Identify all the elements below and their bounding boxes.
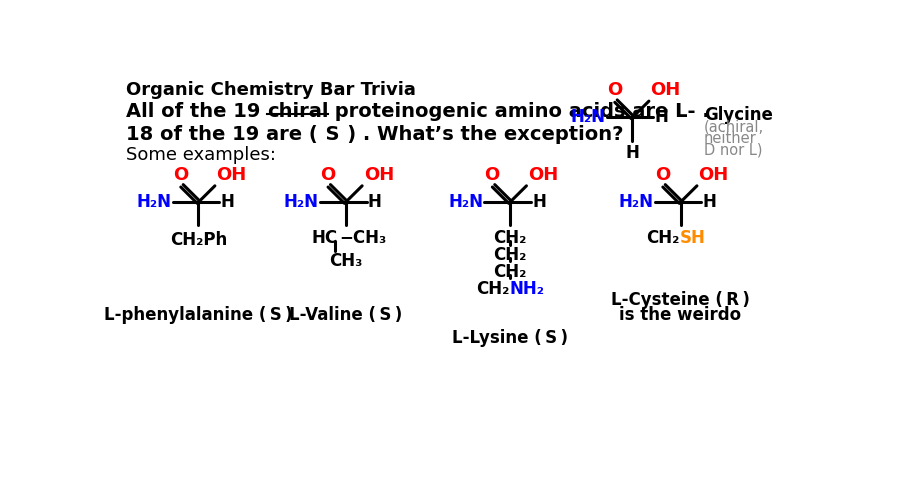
- Text: Some examples:: Some examples:: [126, 146, 275, 164]
- Text: H₂N: H₂N: [619, 193, 654, 211]
- Text: (achiral,: (achiral,: [704, 119, 764, 134]
- Text: O: O: [485, 165, 499, 183]
- Text: H₂N: H₂N: [448, 193, 483, 211]
- Text: chiral: chiral: [267, 102, 329, 121]
- Text: CH₂: CH₂: [493, 246, 527, 264]
- Text: L-Cysteine ( R ): L-Cysteine ( R ): [611, 291, 750, 309]
- Text: is the weirdo: is the weirdo: [620, 306, 742, 324]
- Text: H: H: [368, 193, 382, 211]
- Text: O: O: [607, 81, 622, 99]
- Text: Glycine: Glycine: [704, 106, 773, 124]
- Text: O: O: [655, 165, 670, 183]
- Text: L-Lysine ( S ): L-Lysine ( S ): [452, 329, 568, 347]
- Text: SH: SH: [679, 229, 706, 247]
- Text: Organic Chemistry Bar Trivia: Organic Chemistry Bar Trivia: [126, 81, 416, 98]
- Text: OH: OH: [364, 165, 394, 183]
- Text: proteinogenic amino acids are L- .: proteinogenic amino acids are L- .: [329, 102, 710, 121]
- Text: H: H: [532, 193, 546, 211]
- Text: H₂N: H₂N: [284, 193, 319, 211]
- Text: H₂N: H₂N: [137, 193, 172, 211]
- Text: H: H: [655, 108, 668, 127]
- Text: neither: neither: [704, 131, 756, 146]
- Text: H₂N: H₂N: [571, 108, 606, 127]
- Text: H: H: [220, 193, 234, 211]
- Text: CH₂: CH₂: [476, 280, 509, 298]
- Text: HC: HC: [312, 229, 338, 247]
- Text: 18 of the 19 are (  S  ) . What’s the exception?: 18 of the 19 are ( S ) . What’s the exce…: [126, 125, 623, 144]
- Text: L-Valine ( S ): L-Valine ( S ): [289, 306, 402, 324]
- Text: CH₂: CH₂: [493, 263, 527, 281]
- Text: H: H: [625, 145, 640, 162]
- Text: OH: OH: [699, 165, 729, 183]
- Text: O: O: [173, 165, 188, 183]
- Text: O: O: [320, 165, 335, 183]
- Text: CH₂Ph: CH₂Ph: [170, 231, 227, 249]
- Text: OH: OH: [217, 165, 247, 183]
- Text: CH₂: CH₂: [646, 229, 679, 247]
- Text: OH: OH: [528, 165, 558, 183]
- Text: H: H: [702, 193, 716, 211]
- Text: NH₂: NH₂: [509, 280, 544, 298]
- Text: CH₂: CH₂: [493, 229, 527, 247]
- Text: −CH₃: −CH₃: [340, 229, 386, 247]
- Text: CH₃: CH₃: [329, 252, 363, 270]
- Text: All of the 19: All of the 19: [126, 102, 267, 121]
- Text: D nor L): D nor L): [704, 142, 762, 157]
- Text: L-phenylalanine ( S ): L-phenylalanine ( S ): [104, 306, 293, 324]
- Text: OH: OH: [651, 81, 680, 99]
